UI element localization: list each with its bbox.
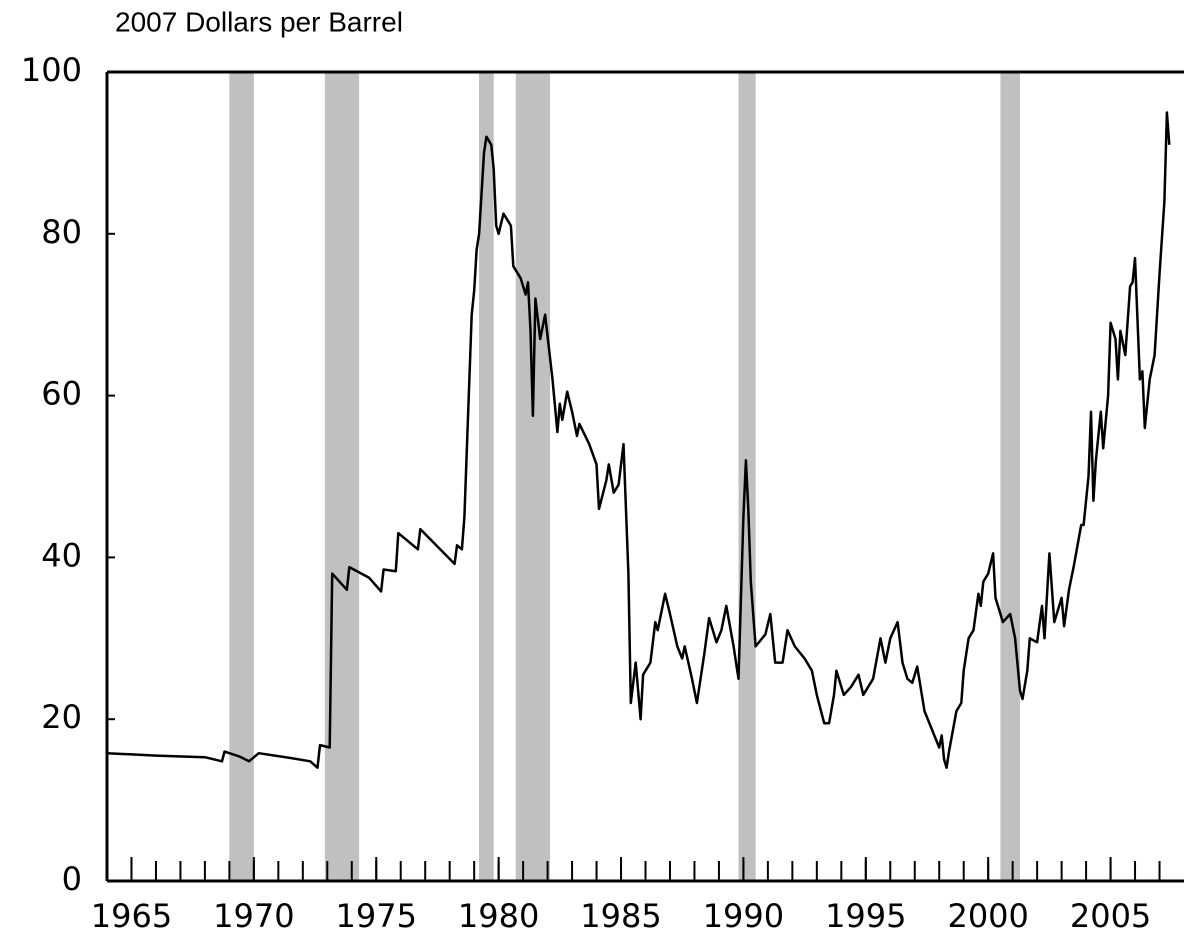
- x-tick-label: 1980: [458, 897, 539, 935]
- x-tick-label: 1975: [336, 897, 417, 935]
- y-tick-label: 100: [21, 51, 82, 89]
- shaded-period: [324, 72, 360, 881]
- shaded-period: [1000, 72, 1021, 881]
- x-tick-label: 1995: [825, 897, 906, 935]
- y-tick-label: 20: [41, 698, 82, 736]
- shaded-period: [479, 72, 494, 881]
- shaded-period: [229, 72, 254, 881]
- y-tick-label: 40: [41, 536, 82, 574]
- y-tick-label: 80: [41, 213, 82, 251]
- x-tick-label: 1985: [580, 897, 661, 935]
- y-axis-label: 2007 Dollars per Barrel: [115, 6, 403, 37]
- shaded-period: [515, 72, 551, 881]
- y-tick-label: 60: [41, 375, 82, 413]
- x-tick-label: 1965: [91, 897, 172, 935]
- price-line: [106, 111, 1171, 769]
- x-tick-label: 2005: [1070, 897, 1151, 935]
- x-tick-label: 1970: [213, 897, 294, 935]
- x-tick-label: 2000: [947, 897, 1028, 935]
- y-tick-label: 0: [62, 860, 82, 898]
- x-tick-label: 1990: [703, 897, 784, 935]
